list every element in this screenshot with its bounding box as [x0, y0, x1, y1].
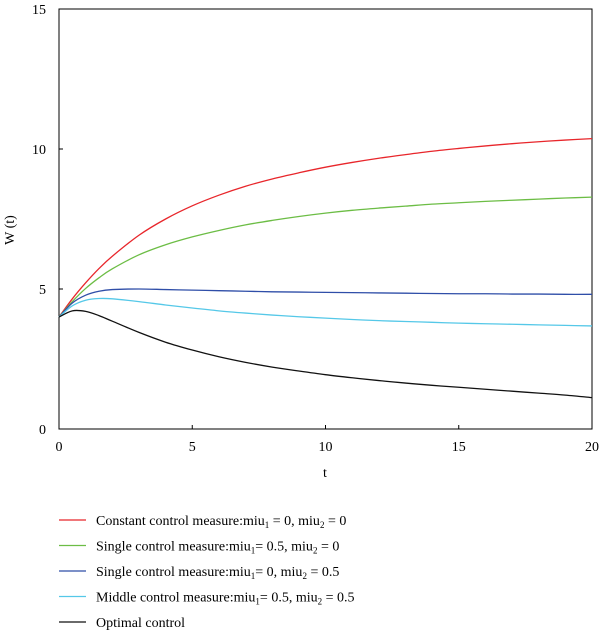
x-axis-label: t [323, 466, 327, 481]
y-tick-label: 5 [39, 283, 46, 298]
legend-label: Single control measure:miu1= 0, miu2 = 0… [96, 565, 339, 581]
legend: Constant control measure:miu1 = 0, miu2 … [59, 514, 355, 631]
legend-text-part: Constant control measure:miu [96, 514, 265, 529]
series-line-single-control-miu1 [58, 196, 593, 318]
legend-subscript: 2 [320, 520, 325, 530]
plot-frame [58, 8, 593, 430]
x-tick-label: 10 [319, 440, 333, 455]
legend-text-part: Middle control measure:miu [96, 591, 255, 606]
legend-subscript: 1 [251, 546, 256, 556]
legend-label: Optimal control [96, 616, 185, 631]
legend-text-part: Optimal control [96, 616, 185, 631]
legend-subscript: 2 [313, 546, 318, 556]
x-tick-label: 0 [56, 440, 63, 455]
y-tick-label: 0 [39, 423, 46, 438]
y-tick-label: 10 [32, 143, 46, 158]
legend-subscript: 2 [302, 571, 307, 581]
x-tick-label: 20 [585, 440, 599, 455]
legend-text-part: = 0.5, miu [255, 540, 313, 555]
legend-subscript: 1 [251, 571, 256, 581]
legend-text-part: = 0, miu [269, 514, 320, 529]
y-axis-label: W (t) [3, 215, 18, 245]
series-line-single-control-miu2 [58, 288, 593, 318]
legend-text-part: = 0.5, miu [260, 591, 318, 606]
legend-text-part: = 0 [324, 514, 346, 529]
legend-text-part: = 0.5 [322, 591, 354, 606]
y-tick-label: 15 [32, 3, 46, 18]
series-layer [58, 137, 593, 399]
x-tick-label: 5 [189, 440, 196, 455]
legend-text-part: = 0.5 [307, 565, 339, 580]
series-line-middle-control [58, 297, 593, 327]
legend-text-part: Single control measure:miu [96, 540, 251, 555]
axis-layer: 0 5 10 15 20 0 5 10 15 [32, 3, 599, 455]
legend-text-part: Single control measure:miu [96, 565, 251, 580]
legend-label: Single control measure:miu1= 0.5, miu2 =… [96, 540, 339, 556]
series-line-optimal-control [58, 309, 593, 399]
legend-subscript: 2 [318, 597, 323, 607]
series-line-constant-control [58, 137, 593, 318]
legend-subscript: 1 [255, 597, 260, 607]
legend-text-part: = 0 [317, 540, 339, 555]
legend-subscript: 1 [265, 520, 270, 530]
legend-label: Constant control measure:miu1 = 0, miu2 … [96, 514, 346, 530]
legend-label: Middle control measure:miu1= 0.5, miu2 =… [96, 591, 355, 607]
x-tick-label: 15 [452, 440, 466, 455]
legend-text-part: = 0, miu [255, 565, 302, 580]
